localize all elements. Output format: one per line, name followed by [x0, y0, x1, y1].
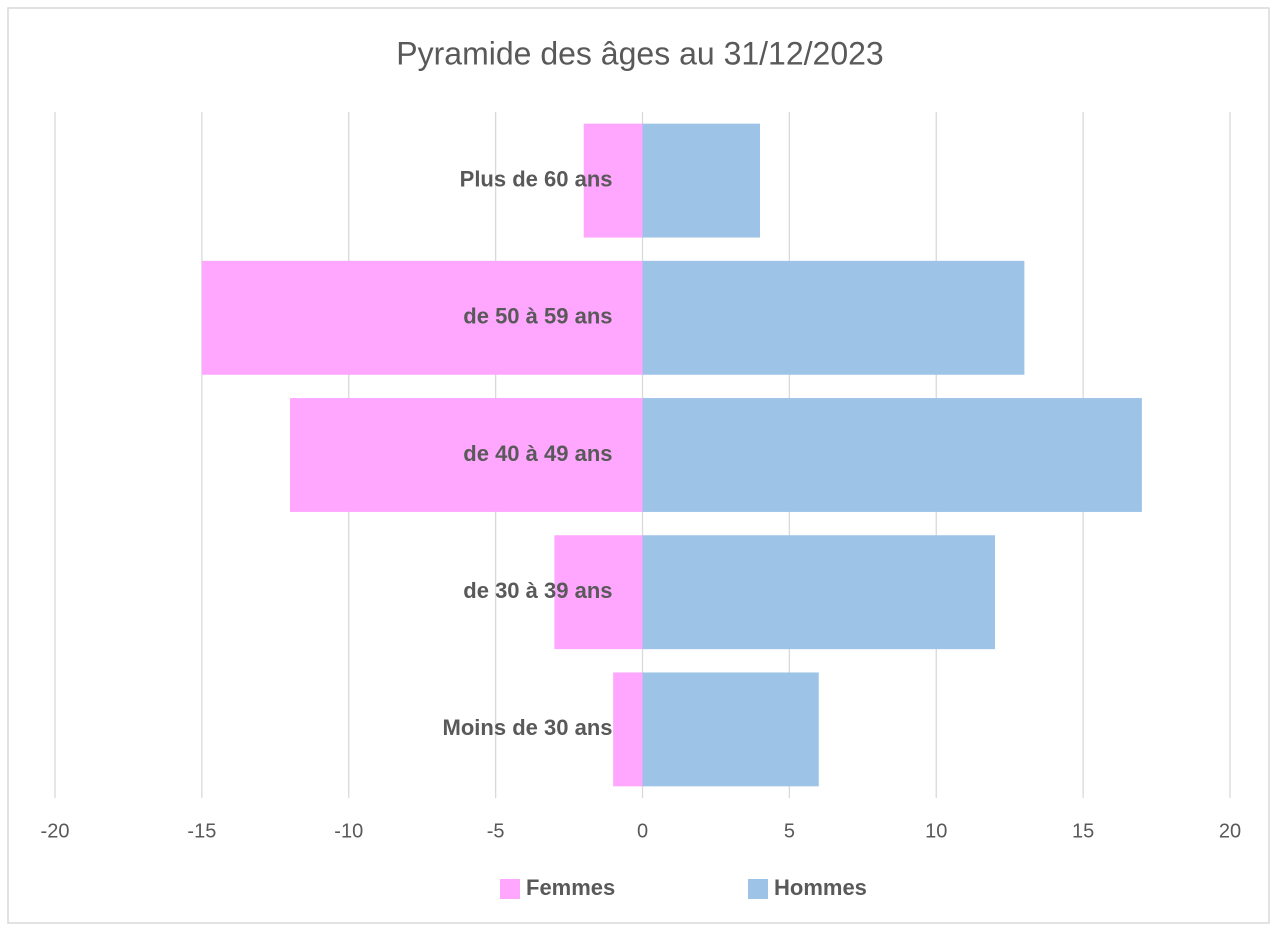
x-tick-label: -10: [334, 820, 363, 842]
x-tick-label: 5: [784, 820, 795, 842]
chart-title: Pyramide des âges au 31/12/2023: [396, 35, 883, 71]
x-tick-label: -20: [41, 820, 70, 842]
bar: [290, 398, 643, 512]
x-tick-label: 10: [925, 820, 947, 842]
bar: [642, 672, 819, 787]
bar: [613, 672, 643, 787]
category-label: de 40 à 49 ans: [463, 441, 612, 466]
x-tick-label: -5: [487, 820, 505, 842]
x-tick-label: 0: [637, 820, 648, 842]
legend-swatch: [500, 879, 520, 899]
bar: [201, 260, 643, 375]
category-label: de 30 à 39 ans: [463, 578, 612, 603]
bar: [583, 123, 643, 238]
bar: [642, 123, 760, 238]
legend-label: Hommes: [774, 875, 867, 900]
x-tick-label: 15: [1072, 820, 1094, 842]
legend-swatch: [748, 879, 768, 899]
x-tick-label: 20: [1219, 820, 1241, 842]
bar: [642, 535, 995, 650]
bar: [642, 398, 1142, 512]
bar: [642, 260, 1025, 375]
legend-label: Femmes: [526, 875, 615, 900]
category-label: Plus de 60 ans: [460, 166, 613, 191]
bar: [554, 535, 643, 650]
category-label: Moins de 30 ans: [443, 715, 613, 740]
x-tick-label: -15: [187, 820, 216, 842]
category-label: de 50 à 59 ans: [463, 304, 612, 329]
